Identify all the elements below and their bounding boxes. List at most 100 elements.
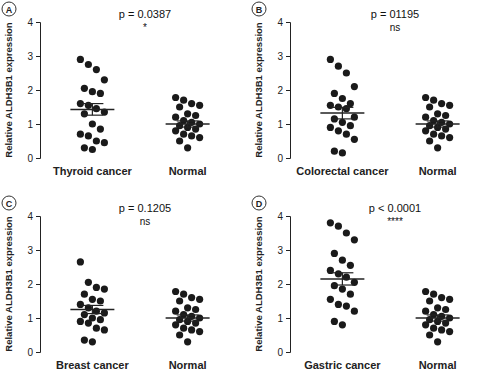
y-tick-label: 2 [277,279,283,290]
y-tick-label: 0 [27,347,33,358]
dot [422,288,429,295]
y-axis-line [286,23,291,159]
y-tick: 1 [27,313,40,324]
dot [196,134,203,141]
y-tick: 0 [27,153,40,164]
dot [77,258,84,265]
x-tick: Thyroid cancer [53,164,133,177]
y-tick-mark [36,284,40,285]
dot [331,282,338,289]
dot [81,144,88,151]
p-value: p = 0.1205 [119,202,171,214]
dot [434,338,441,345]
dot [81,110,88,117]
panel-badge [2,2,16,16]
dot [184,110,191,117]
dot [192,306,199,313]
significance: **** [387,216,403,227]
dot [81,85,88,92]
dot [446,134,453,141]
dot [101,139,108,146]
dot [327,56,334,63]
dot [426,103,433,110]
dot [184,304,191,311]
y-tick: 2 [277,279,290,290]
y-tick-label: 4 [27,17,33,28]
significance: ns [390,22,401,33]
x-axis: Thyroid cancer Normal [53,164,207,177]
y-tick-label: 3 [27,51,33,62]
y-axis-title: Relative ALDH3B1 expression [253,216,264,352]
error-cap-top [331,107,353,108]
dot [81,337,88,344]
y-tick-mark [286,318,290,319]
dot [434,144,441,151]
error-bar [187,121,188,127]
dot [77,318,84,325]
x-tick: Breast cancer [56,358,129,371]
dot [81,311,88,318]
x-tick-label: Normal [169,359,207,371]
dot [343,274,350,281]
y-tick-mark [286,22,290,23]
panel: Cp = 0.1205ns01234Relative ALDH3B1 expre… [2,196,210,371]
plot-area [320,219,459,345]
error-bar [187,315,188,321]
dot [196,296,203,303]
y-tick-mark [286,352,290,353]
y-tick-label: 1 [277,119,283,130]
dot [347,291,354,298]
y-tick-label: 0 [27,153,33,164]
x-axis: Breast cancer Normal [56,358,207,371]
y-tick: 2 [277,85,290,96]
dot [176,297,183,304]
dot [180,291,187,298]
x-tick: Gastric cancer [304,358,381,371]
dot [85,102,92,109]
figure: Ap = 0.0387*01234Relative ALDH3B1 expres… [0,0,500,388]
dot [339,149,346,156]
error-cap-bottom [427,320,449,321]
x-tick-label: Normal [169,165,207,177]
dot [335,63,342,70]
y-tick: 4 [277,211,290,222]
dot [442,306,449,313]
x-tick-label: Normal [419,165,457,177]
dot [422,308,429,315]
y-tick-mark [36,250,40,251]
dot [438,132,445,139]
dot [180,131,187,138]
dot [184,338,191,345]
dot [430,325,437,332]
error-cap-top [177,314,199,315]
error-cap-top [427,314,449,315]
dot [97,126,104,133]
y-tick-mark [36,56,40,57]
dot [101,76,108,83]
dot [101,286,108,293]
plot-area [70,56,209,153]
dot [339,321,346,328]
dot [172,288,179,295]
dot [331,148,338,155]
significance: * [143,22,147,33]
y-tick-mark [36,352,40,353]
x-tick-label: Normal [419,359,457,371]
dot [426,297,433,304]
dot [93,137,100,144]
y-tick: 3 [27,245,40,256]
y-tick-label: 2 [27,85,33,96]
dot [351,308,358,315]
y-tick: 1 [277,119,290,130]
y-tick-label: 0 [277,153,283,164]
x-tick: Normal [419,164,457,177]
dot [188,100,195,107]
error-cap-top [81,305,103,306]
error-cap-top [177,120,199,121]
y-tick-mark [36,90,40,91]
y-tick-label: 3 [27,245,33,256]
y-axis-title: Relative ALDH3B1 expression [253,22,264,158]
dot [335,301,342,308]
y-tick-mark [36,124,40,125]
dot [85,61,92,68]
